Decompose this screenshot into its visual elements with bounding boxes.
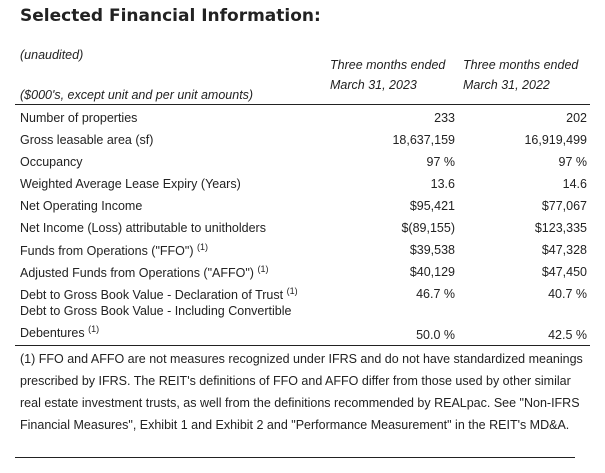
table-row: Occupancy 97 % 97 % [15, 151, 590, 173]
row-label-cell: Debt to Gross Book Value - Declaration o… [15, 286, 315, 302]
value-2023: $39,538 [409, 243, 455, 257]
value-2022: 42.5 % [548, 328, 587, 342]
footnote-ref: (1) [286, 285, 298, 296]
value-2023: 233 [434, 111, 455, 125]
table-row: Net Income (Loss) attributable to unitho… [15, 217, 590, 239]
value-2023: 50.0 % [416, 328, 455, 342]
financial-table: (unaudited) ($000's, except unit and per… [15, 44, 590, 436]
value-2023: $40,129 [409, 265, 455, 279]
table-row: Debt to Gross Book Value - Declaration o… [15, 283, 590, 305]
table-divider [15, 345, 590, 346]
row-label: Debentures [20, 326, 85, 340]
row-label: Weighted Average Lease Expiry (Years) [20, 177, 241, 191]
footnote-ref: (1) [196, 241, 208, 252]
col2-header-line2: March 31, 2022 [463, 78, 550, 92]
value-2022: $47,450 [541, 265, 587, 279]
row-label-cell: Occupancy [15, 155, 315, 169]
row-label-cell: Number of properties [15, 111, 315, 125]
row-label: Adjusted Funds from Operations ("AFFO") [20, 266, 254, 281]
value-2022: $77,067 [541, 199, 587, 213]
row-label-cell: Net Income (Loss) attributable to unitho… [15, 221, 315, 235]
footnote-ref: (1) [88, 323, 100, 334]
row-label: Number of properties [20, 111, 138, 125]
row-label-cell: Adjusted Funds from Operations ("AFFO") … [15, 264, 315, 280]
row-label-cell: Gross leasable area (sf) [15, 133, 315, 147]
row-label: Net Income (Loss) attributable to unitho… [20, 221, 266, 235]
value-2022: $123,335 [534, 221, 587, 235]
value-2023: 46.7 % [416, 287, 455, 301]
value-2023: 97 % [426, 155, 456, 169]
value-2022: 40.7 % [548, 287, 587, 301]
value-2022: 14.6 [562, 177, 587, 191]
table-header: (unaudited) ($000's, except unit and per… [15, 44, 590, 105]
value-2023: 18,637,159 [392, 133, 455, 147]
row-label: Gross leasable area (sf) [20, 133, 154, 147]
value-2023: 13.6 [430, 177, 455, 191]
page-title: Selected Financial Information: [20, 6, 321, 26]
table-row: Number of properties 233 202 [15, 107, 590, 129]
footnote-ref: (1) [257, 263, 269, 274]
bottom-rule [15, 457, 575, 458]
row-label-cell: Funds from Operations ("FFO") (1) [15, 242, 315, 258]
row-label-cell: Debt to Gross Book Value - Including Con… [15, 302, 315, 342]
row-label-line1: Debt to Gross Book Value - Including Con… [20, 303, 292, 318]
row-label: Funds from Operations ("FFO") [20, 244, 194, 259]
row-label: Occupancy [20, 155, 83, 169]
col1-header-line2: March 31, 2023 [330, 78, 417, 92]
row-label: Debt to Gross Book Value - Declaration o… [20, 288, 284, 303]
row-label-cell: Net Operating Income [15, 199, 315, 213]
table-row: Funds from Operations ("FFO") (1) $39,538… [15, 239, 590, 261]
row-label: Net Operating Income [20, 199, 143, 213]
value-2023: $95,421 [409, 199, 455, 213]
value-2022: 16,919,499 [524, 133, 587, 147]
value-2022: $47,328 [541, 243, 587, 257]
units-label: ($000's, except unit and per unit amount… [20, 88, 254, 102]
row-label-cell: Weighted Average Lease Expiry (Years) [15, 177, 315, 191]
table-row: Debt to Gross Book Value - Including Con… [15, 302, 590, 345]
value-2022: 202 [566, 111, 587, 125]
col2-header-line1: Three months ended [463, 58, 579, 72]
value-2023: $(89,155) [401, 221, 455, 235]
value-2022: 97 % [558, 155, 588, 169]
table-row: Net Operating Income $95,421 $77,067 [15, 195, 590, 217]
unaudited-label: (unaudited) [20, 48, 84, 62]
table-row: Adjusted Funds from Operations ("AFFO") … [15, 261, 590, 283]
col1-header-line1: Three months ended [330, 58, 446, 72]
table-row: Weighted Average Lease Expiry (Years) 13.… [15, 173, 590, 195]
footnote: (1) FFO and AFFO are not measures recogn… [20, 352, 583, 432]
table-row: Gross leasable area (sf) 18,637,159 16,919… [15, 129, 590, 151]
